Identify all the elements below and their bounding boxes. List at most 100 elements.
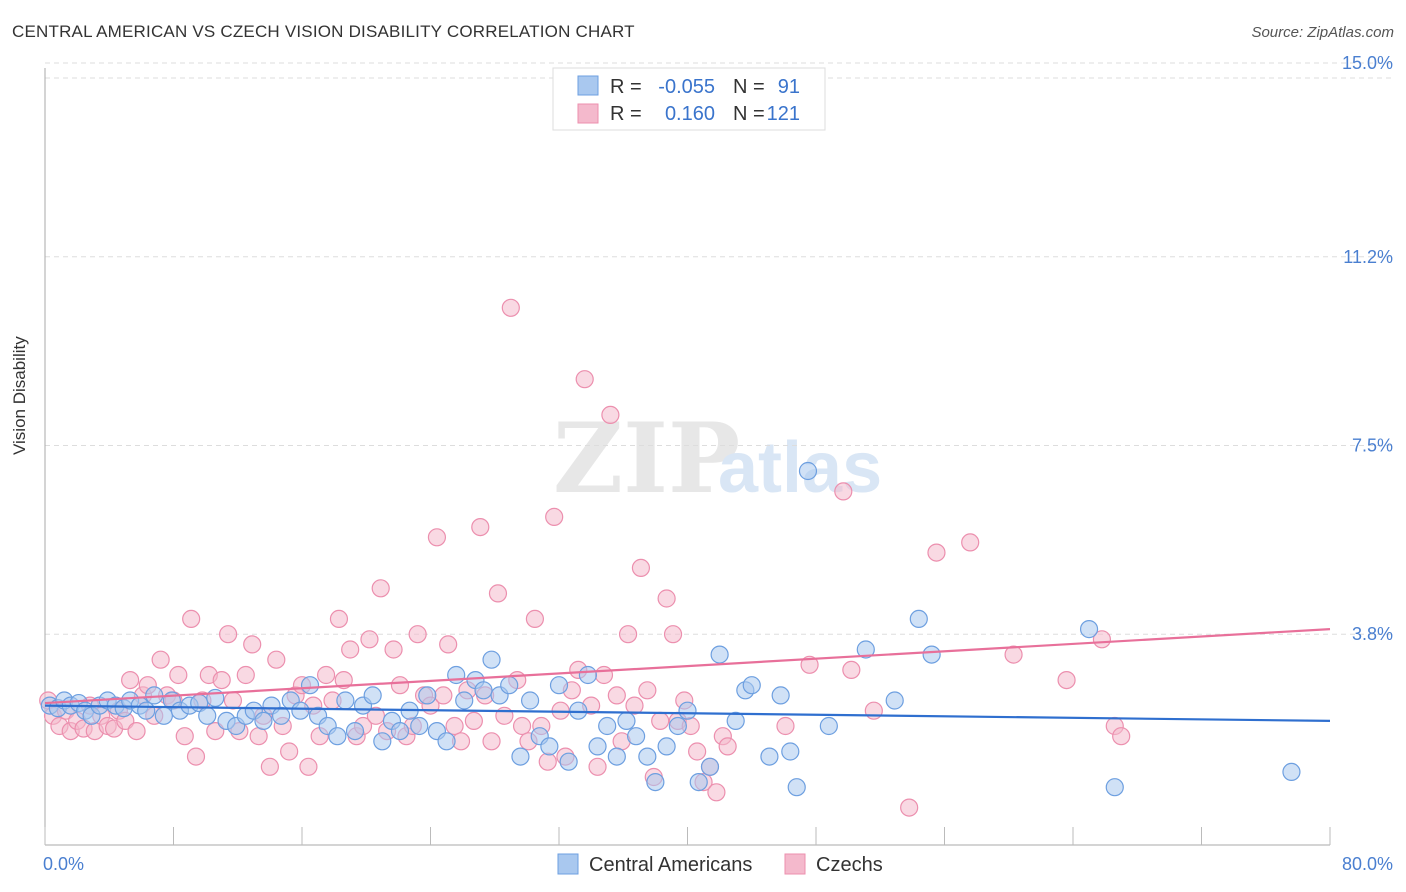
czechs-point (495, 706, 514, 725)
czechs-point (651, 711, 670, 731)
czechs-point (607, 686, 626, 705)
central-americans-point (447, 665, 466, 685)
y-tick-label: 3.8% (1352, 624, 1393, 644)
czechs-point (408, 625, 427, 644)
central-americans-point (540, 737, 559, 756)
central-americans-point (638, 747, 657, 766)
central-americans-point (578, 665, 598, 685)
czechs-point (341, 640, 360, 659)
central-americans-point (781, 742, 800, 761)
czechs-point (299, 757, 318, 776)
czechs-point (169, 665, 188, 685)
czechs-point (206, 721, 225, 741)
central-americans-point (437, 732, 456, 751)
czechs-point (961, 533, 980, 552)
central-americans-point (254, 711, 273, 731)
central-americans-point (482, 650, 501, 669)
legend-n-label-blue: N = (733, 76, 765, 98)
trend-lines (44, 628, 1331, 722)
czechs-point (776, 716, 795, 736)
legend-r-value-pink: 0.160 (665, 103, 715, 125)
central-americans-point (819, 716, 838, 736)
czechs-point (186, 747, 206, 766)
central-americans-point (700, 757, 720, 776)
central-americans-point (373, 732, 392, 751)
czechs-point (434, 686, 453, 705)
central-americans-point (328, 727, 347, 746)
czechs-point (663, 625, 683, 644)
legend-r-label-pink: R = (610, 103, 642, 125)
central-americans-point (909, 609, 928, 629)
czechs-point (182, 609, 201, 629)
central-americans-point (922, 645, 941, 664)
czechs-point (512, 716, 532, 736)
czechs-point (538, 752, 557, 771)
czechs-point (280, 742, 299, 761)
central-americans-point (689, 772, 708, 792)
czechs-point (360, 630, 379, 649)
central-americans-point (798, 461, 818, 481)
x-tick-label-max: 80.0% (1342, 854, 1393, 874)
central-americans-trend-line (44, 704, 1331, 722)
czechs-point (718, 737, 737, 756)
czechs-point (864, 701, 883, 720)
central-americans-point (569, 701, 588, 720)
central-americans-point (336, 691, 355, 710)
czechs-point (688, 742, 707, 761)
central-americans-point (1079, 619, 1099, 639)
czechs-point (464, 711, 483, 731)
czechs-point (127, 721, 146, 741)
czechs-point (800, 655, 819, 674)
central-americans-point (856, 640, 875, 659)
bottom-legend-label-central-americans: Central Americans (589, 854, 752, 876)
legend-r-label-blue: R = (610, 76, 642, 98)
czechs-point (371, 579, 390, 598)
czechs-point (927, 543, 946, 562)
czechs-point (329, 609, 349, 629)
central-americans-point (511, 747, 530, 766)
central-americans-point (410, 716, 429, 736)
czechs-point (212, 670, 231, 690)
bottom-legend-swatch-blue (557, 853, 579, 875)
central-americans-point (137, 701, 156, 720)
central-americans-point (474, 681, 493, 700)
czechs-point (482, 732, 501, 751)
czechs-point (525, 609, 545, 629)
czechs-point (243, 635, 262, 654)
y-tick-label: 11.2% (1343, 247, 1393, 267)
czechs-points (39, 298, 1131, 817)
central-americans-point (300, 676, 320, 695)
legend-n-label-pink: N = (733, 103, 765, 125)
central-americans-point (710, 645, 729, 664)
central-americans-point (154, 706, 173, 725)
czechs-point (1004, 645, 1023, 664)
central-americans-point (668, 716, 687, 736)
central-americans-point (390, 721, 410, 741)
central-americans-point (885, 691, 904, 710)
y-tick-label: 7.5% (1352, 436, 1393, 456)
czechs-point (594, 665, 614, 685)
czechs-point (501, 298, 520, 317)
central-americans-point (363, 686, 382, 705)
legend-n-value-pink: 121 (767, 103, 800, 125)
central-americans-point (760, 747, 779, 766)
central-americans-point (455, 691, 474, 710)
watermark-zip: ZIP (553, 402, 740, 515)
czechs-point (488, 584, 508, 603)
czechs-point (900, 798, 919, 817)
central-americans-point (626, 727, 646, 746)
legend-n-value-blue: 91 (778, 76, 800, 98)
central-americans-point (272, 706, 291, 725)
czechs-point (334, 670, 353, 690)
czechs-point (249, 727, 268, 746)
czechs-point (439, 635, 458, 654)
central-americans-point (646, 772, 665, 792)
legend-swatch-pink (577, 103, 599, 124)
czechs-trend-line (44, 628, 1331, 705)
central-americans-point (726, 711, 745, 731)
bottom-legend-swatch-pink (784, 853, 806, 875)
czechs-point (601, 405, 620, 424)
czechs-point (175, 727, 194, 746)
czechs-point (267, 650, 286, 669)
central-americans-point (559, 752, 578, 771)
